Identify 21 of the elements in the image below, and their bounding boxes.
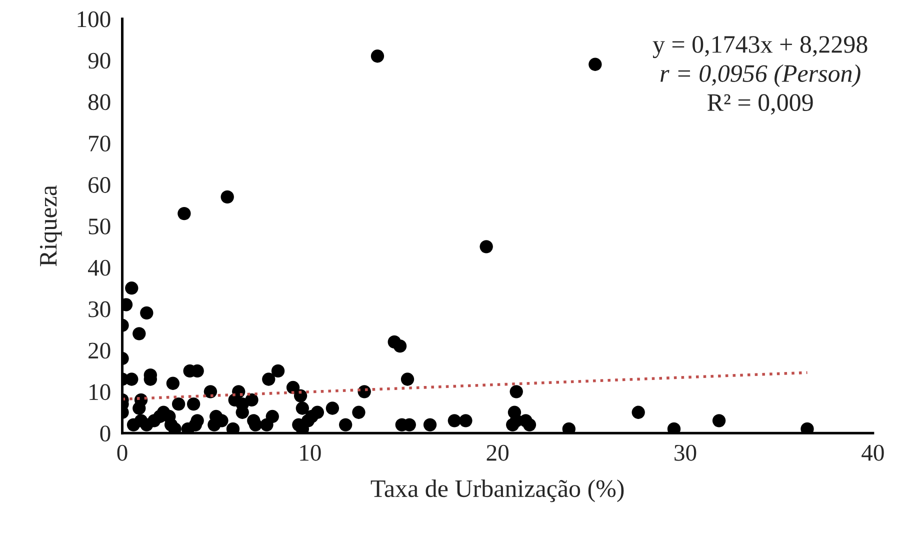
y-tick-label: 80 <box>88 94 110 110</box>
y-tick-label: 50 <box>88 218 110 234</box>
y-tick-label: 10 <box>90 384 110 400</box>
x-tick-label: 0 <box>117 444 128 461</box>
y-tick-label: 40 <box>88 260 110 276</box>
x-tick-label: 10 <box>300 444 321 461</box>
x-axis-title: Taxa de Urbanização (%) <box>370 480 624 502</box>
y-tick-label: 20 <box>88 342 110 359</box>
y-tick-label: 70 <box>89 136 110 152</box>
x-tick-label: 20 <box>486 444 508 461</box>
y-tick-label: 60 <box>88 177 110 193</box>
annotation: y = 0,1743x + 8,2298 <box>652 36 868 58</box>
y-tick-label: 0 <box>100 426 110 442</box>
y-tick-label: 100 <box>78 11 110 28</box>
x-tick-label: 30 <box>674 444 696 461</box>
y-tick-label: 90 <box>88 52 110 69</box>
y-axis-title: Riqueza <box>40 185 62 266</box>
annotation: r = 0,0956 (Person) <box>660 64 860 88</box>
y-tick-label: 30 <box>88 301 110 318</box>
x-tick-label: 40 <box>862 444 884 461</box>
annotation: R² = 0,009 <box>708 94 813 115</box>
